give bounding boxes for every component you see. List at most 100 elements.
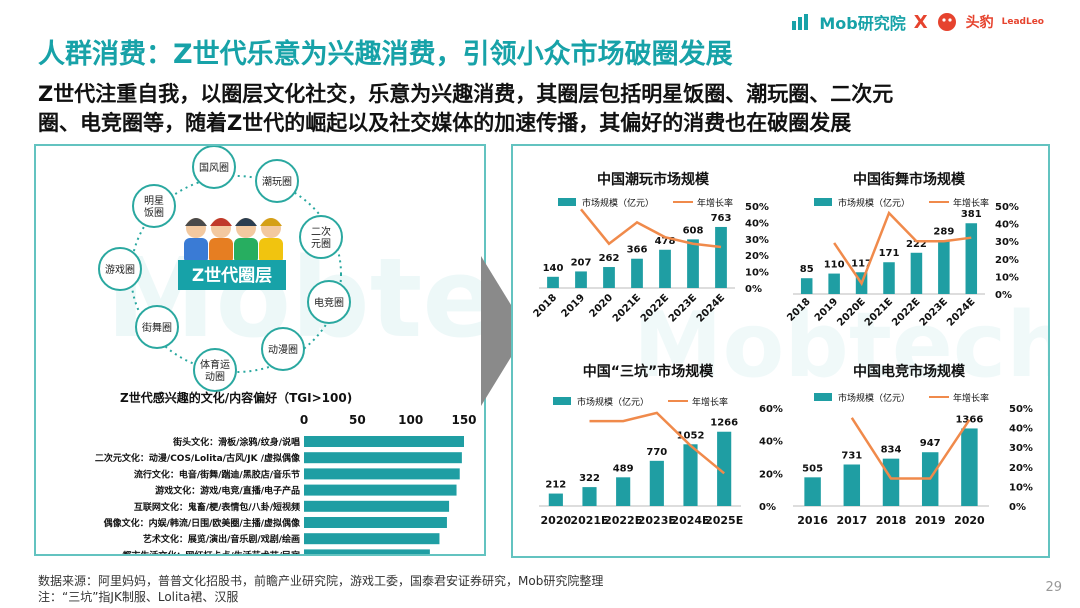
bar-value-label: 117 [851,258,872,269]
bar-value-label: 947 [920,438,941,449]
y2-tick-label: 40% [1009,424,1033,435]
center-label: Z世代圈层 [192,265,272,286]
legend-bar-swatch [558,198,576,206]
interest-circle-4 [261,327,305,371]
bar [938,240,950,294]
x-category-label: 2023E [638,514,676,527]
transition-arrow-icon [481,256,527,406]
x-category-label: 2024E [671,514,709,527]
y2-tick-label: 20% [759,469,783,480]
bar [965,223,978,294]
mob-logo-icon [792,14,809,30]
subtitle-line-1: Z世代注重自我，以圈层文化社交，乐意为兴趣消费，其圈层包括明星饭圈、潮玩圈、二次… [38,82,894,106]
y2-tick-label: 50% [995,202,1019,213]
y2-tick-label: 10% [1009,482,1033,493]
bar-value-label: 366 [627,245,648,256]
brand-logos: Mob研究院 X 头豹 LeadLeo [791,10,1044,34]
combo-chart-title: 中国电竞市场规模 [853,363,966,380]
subtitle-line-2: 圈、电竞圈等，随着Z世代的崛起以及社交媒体的加速传播，其偏好的消费也在破圈发展 [38,111,852,135]
combo-chart-title: 中国“三坑”市场规模 [583,363,714,380]
interest-circle-label: 明星饭圈 [144,195,164,219]
bar [603,267,615,288]
brand-leadleo: LeadLeo [1001,17,1044,27]
bar-value-label: 505 [802,463,823,474]
bar-value-label: 770 [646,447,667,458]
interest-circle-label-line1: 明星 [144,195,164,207]
bar-value-label: 381 [961,209,982,220]
interest-circle-label: 电竞圈 [314,296,344,309]
brand-mob: Mob研究院 [819,14,906,33]
y2-tick-label: 30% [995,237,1019,248]
interest-circle-label: 街舞圈 [142,321,172,334]
person-body-3 [259,238,283,264]
bar-value-label: 1266 [710,418,738,429]
hbar-title: Z世代感兴趣的文化/内容偏好（TGI>100) [120,390,352,405]
interest-circle-label-line2: 饭圈 [144,207,164,219]
bar-value-label: 608 [683,225,704,236]
hbar-xtick: 0 [300,413,308,427]
legend-line-label: 年增长率 [692,396,728,408]
bar [804,477,821,506]
y2-tick-label: 30% [745,235,769,246]
right-panel: Mobtech 中国潮玩市场规模市场规模（亿元） 年增长率 50% 40% 30% 20% 1… [511,144,1071,558]
y2-tick-label: 10% [745,268,769,279]
bar [659,249,671,288]
bar-value-label: 1052 [677,430,705,441]
bar [547,276,559,288]
x-category-label: 2020 [954,514,985,527]
hbar-category-label: 流行文化：电音/街舞/踹迪/黑胶店/音乐节 [134,468,300,480]
bar [828,273,840,294]
growth-rate-line [589,411,725,475]
interest-circle-7 [98,247,142,291]
hbar-bar [304,436,464,447]
y2-tick-label: 0% [745,284,762,295]
people-illustration-icon [184,218,283,264]
y2-tick-label: 0% [995,290,1012,301]
hbar-xtick: 50 [349,413,366,427]
hbar-category-label: 艺术文化：展览/演出/音乐剧/戏剧/绘画 [143,533,300,545]
person-hair-1 [210,218,232,226]
y2-tick-label: 30% [1009,443,1033,454]
legend-bar-label: 市场规模（亿元） [577,396,649,408]
y2-tick-label: 0% [1009,502,1026,513]
bar-value-label: 322 [579,473,600,484]
x-category-label: 2016 [797,514,828,527]
y2-tick-label: 50% [1009,404,1033,415]
hbar-category-label: 互联网文化：鬼畜/梗/表情包/八卦/短视频 [134,501,300,513]
legend-bar-swatch [814,198,832,206]
interest-circle-3 [307,280,351,324]
hbar-xtick: 100 [398,413,423,427]
x-category-label: 2022E [604,514,642,527]
hbar-bar [304,452,462,464]
person-body-2 [234,238,258,264]
interest-circle-5 [193,348,237,392]
legend-bar-swatch [814,393,832,401]
interest-circle-label-line1: 二次 [311,225,331,238]
combo-chart-title: 中国潮玩市场规模 [597,171,710,188]
y2-tick-label: 40% [759,437,783,448]
hbar-category-label: 偶像文化：内娱/韩流/日围/欧美圈/主播/虚拟偶像 [104,517,301,529]
hbar-bar [304,549,430,561]
bar-value-label: 110 [824,260,845,271]
legend-bar-label: 市场规模（亿元） [838,392,910,404]
y2-tick-label: 10% [995,272,1019,283]
watermark-text-right: Mobtech [633,293,1048,398]
bar-value-label: 834 [881,445,902,456]
y2-tick-label: 0% [759,502,776,513]
interest-circle-label: 游戏圈 [105,263,135,276]
hbar-category-label: 都市生活文化：网红打卡点/生活艺术节/民宿 [121,549,300,554]
growth-rate-line [833,210,972,287]
bar [715,226,727,288]
interest-circle-label-line2: 动圈 [205,371,225,383]
bar [631,258,643,288]
legend-bar-swatch [553,397,571,405]
y2-tick-label: 20% [1009,463,1033,474]
bar [910,252,923,294]
x-category-label: 2018 [532,292,559,319]
interest-circle-label: 体育运动圈 [200,358,230,383]
bar-value-label: 207 [571,257,592,268]
leopard-logo-icon [937,13,956,31]
bar-value-label: 140 [543,263,564,274]
brand-toutiao: 头豹 [965,15,994,31]
